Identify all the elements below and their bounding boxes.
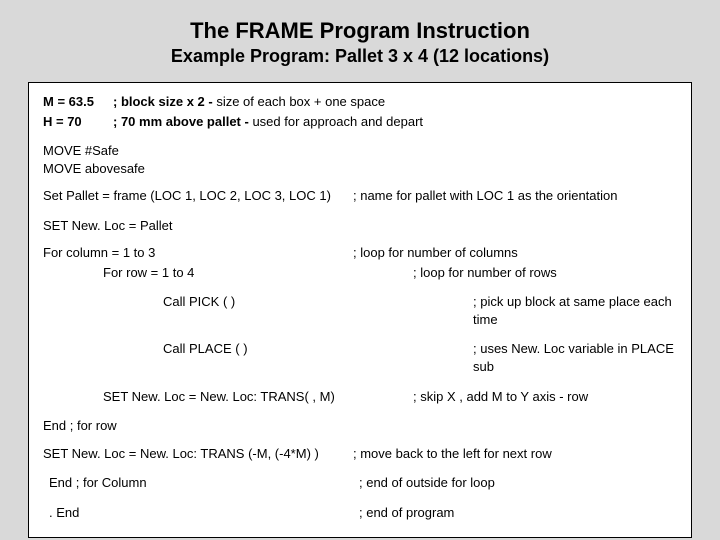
line-set-pallet: Set Pallet = frame (LOC 1, LOC 2, LOC 3,… (43, 187, 677, 205)
code-box: M = 63.5 ; block size x 2 - size of each… (28, 82, 692, 538)
call-place-right: ; uses New. Loc variable in PLACE sub (473, 340, 677, 375)
h-assign-comment-plain: used for approach and depart (252, 114, 423, 129)
line-move-abovesafe: MOVE abovesafe (43, 160, 677, 178)
call-place-left: Call PLACE ( ) (43, 340, 473, 358)
line-move-safe: MOVE #Safe (43, 142, 677, 160)
line-set-newloc-pallet: SET New. Loc = Pallet (43, 217, 677, 235)
line-for-column: For column = 1 to 3 ; loop for number of… (43, 244, 677, 262)
m-assign-comment-bold: ; block size x 2 - (113, 94, 216, 109)
line-m-assign: M = 63.5 ; block size x 2 - size of each… (43, 93, 677, 111)
set-trans-back-right: ; move back to the left for next row (353, 445, 677, 463)
set-trans-m-right: ; skip X , add M to Y axis - row (413, 388, 677, 406)
for-row-left: For row = 1 to 4 (43, 264, 413, 282)
slide-title: The FRAME Program Instruction (28, 18, 692, 44)
line-dot-end: . End ; end of program (43, 504, 677, 522)
h-assign-comment-bold: ; 70 mm above pallet - (113, 114, 252, 129)
h-assign-left: H = 70 (43, 113, 113, 131)
for-col-right: ; loop for number of columns (353, 244, 677, 262)
m-assign-left: M = 63.5 (43, 93, 113, 111)
m-assign-comment-plain: size of each box + one space (216, 94, 385, 109)
line-for-row: For row = 1 to 4 ; loop for number of ro… (43, 264, 677, 282)
set-pallet-right: ; name for pallet with LOC 1 as the orie… (353, 187, 677, 205)
line-set-trans-m: SET New. Loc = New. Loc: TRANS( , M) ; s… (43, 388, 677, 406)
dot-end-left: . End (43, 504, 359, 522)
line-call-place: Call PLACE ( ) ; uses New. Loc variable … (43, 340, 677, 375)
line-set-trans-back: SET New. Loc = New. Loc: TRANS (-M, (-4*… (43, 445, 677, 463)
line-call-pick: Call PICK ( ) ; pick up block at same pl… (43, 293, 677, 328)
for-row-right: ; loop for number of rows (413, 264, 677, 282)
h-assign-comment: ; 70 mm above pallet - used for approach… (113, 113, 423, 131)
set-pallet-left: Set Pallet = frame (LOC 1, LOC 2, LOC 3,… (43, 187, 353, 205)
end-for-col-left: End ; for Column (43, 474, 359, 492)
line-end-for-row: End ; for row (43, 417, 677, 435)
line-h-assign: H = 70 ; 70 mm above pallet - used for a… (43, 113, 677, 131)
for-col-left: For column = 1 to 3 (43, 244, 353, 262)
end-for-col-right: ; end of outside for loop (359, 474, 677, 492)
set-trans-m-left: SET New. Loc = New. Loc: TRANS( , M) (43, 388, 413, 406)
slide-subtitle: Example Program: Pallet 3 x 4 (12 locati… (28, 46, 692, 68)
slide: The FRAME Program Instruction Example Pr… (0, 0, 720, 540)
set-trans-back-left: SET New. Loc = New. Loc: TRANS (-M, (-4*… (43, 445, 353, 463)
call-pick-left: Call PICK ( ) (43, 293, 473, 311)
dot-end-right: ; end of program (359, 504, 677, 522)
m-assign-comment: ; block size x 2 - size of each box + on… (113, 93, 385, 111)
line-end-for-column: End ; for Column ; end of outside for lo… (43, 474, 677, 492)
call-pick-right: ; pick up block at same place each time (473, 293, 677, 328)
